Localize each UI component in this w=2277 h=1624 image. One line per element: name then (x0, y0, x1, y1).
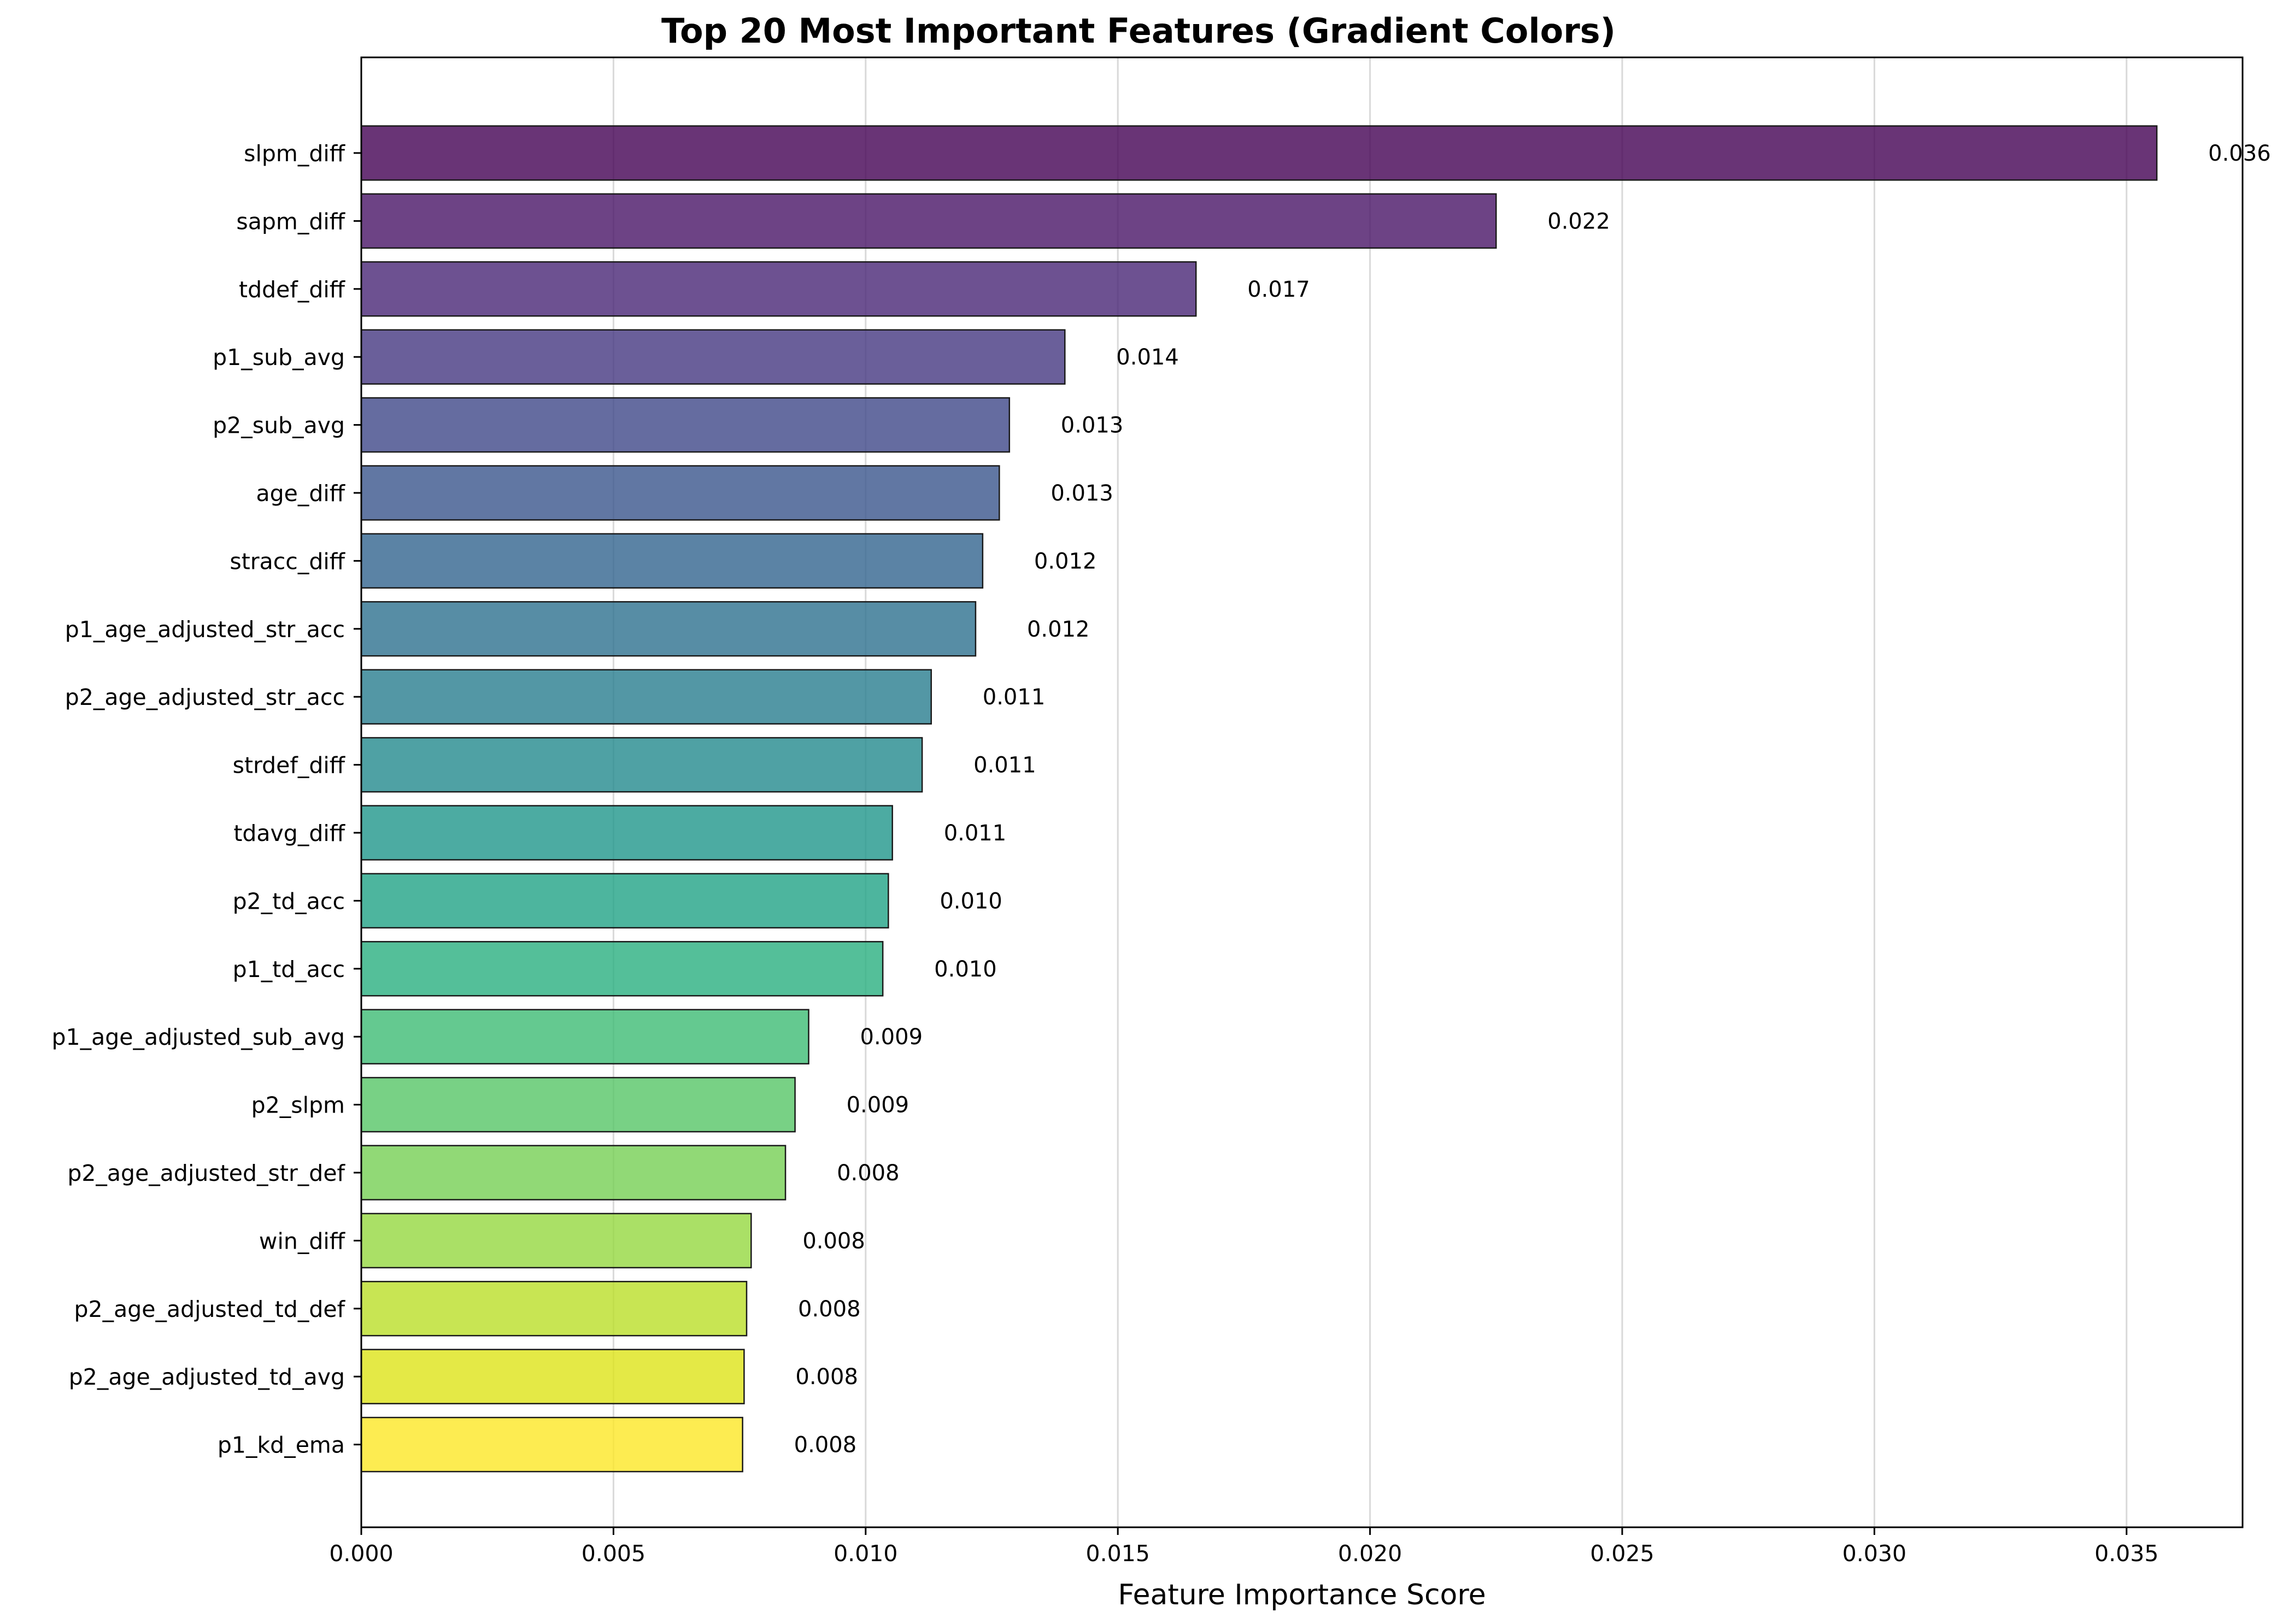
y-tick-label: p2_age_adjusted_td_def (74, 1296, 346, 1322)
value-label: 0.008 (795, 1364, 858, 1390)
bar-p2-td-acc (360, 873, 889, 929)
value-label: 0.010 (934, 957, 997, 982)
value-label: 0.008 (837, 1161, 900, 1186)
x-tick-label: 0.015 (1085, 1540, 1149, 1567)
value-label: 0.010 (940, 889, 1002, 914)
value-labels: 0.036 0.022 0.017 0.014 0.013 0.013 0.012 0.012… (794, 141, 2271, 1458)
y-tick-label: p2_age_adjusted_str_acc (65, 684, 345, 710)
value-label: 0.008 (802, 1228, 865, 1254)
value-label: 0.011 (973, 753, 1036, 778)
x-tick-label: 0.005 (582, 1540, 645, 1567)
value-label: 0.008 (794, 1433, 857, 1458)
value-label: 0.013 (1061, 413, 1124, 438)
bar-tddef-diff (360, 261, 1197, 317)
y-tick-label: sapm_diff (236, 208, 345, 234)
value-label: 0.013 (1051, 481, 1113, 506)
x-axis-ticks: 0.000 0.005 0.010 0.015 0.020 0.025 0.030 0.035 (329, 1527, 2158, 1567)
y-tick-label: age_diff (256, 480, 345, 507)
x-tick-label: 0.030 (1842, 1540, 1906, 1567)
value-label: 0.017 (1247, 277, 1310, 302)
bar-p2-age-adjusted-str-def (360, 1145, 787, 1201)
y-axis-ticks: slpm_diff sapm_diff tddef_diff p1_sub_avg p2… (52, 140, 361, 1458)
y-tick-label: p2_age_adjusted_td_avg (69, 1364, 345, 1390)
value-label: 0.009 (847, 1093, 909, 1118)
value-label: 0.011 (944, 821, 1007, 846)
x-tick-label: 0.000 (329, 1540, 393, 1567)
x-tick-label: 0.025 (1590, 1540, 1654, 1567)
value-label: 0.012 (1034, 549, 1097, 574)
y-tick-label: p1_age_adjusted_str_acc (65, 616, 345, 643)
bar-p1-sub-avg (360, 329, 1066, 385)
bar-p2-sub-avg (360, 397, 1011, 453)
x-tick-label: 0.010 (834, 1540, 897, 1567)
value-label: 0.011 (983, 685, 1046, 710)
plot-frame (360, 56, 2244, 1528)
bar-strdef-diff (360, 737, 923, 793)
value-label: 0.022 (1547, 209, 1610, 234)
value-label: 0.012 (1027, 617, 1090, 642)
x-tick-label: 0.035 (2094, 1540, 2158, 1567)
bar-tdavg-diff (360, 805, 893, 861)
chart-title: Top 20 Most Important Features (Gradient… (661, 11, 1616, 51)
y-tick-label: slpm_diff (244, 140, 346, 167)
bar-p2-age-adjusted-td-def (360, 1281, 748, 1337)
bar-win-diff (360, 1213, 752, 1269)
bar-slpm-diff (360, 125, 2158, 181)
bar-stracc-diff (360, 533, 984, 589)
y-tick-label: p1_td_acc (233, 956, 345, 982)
bars (360, 125, 2158, 1473)
bar-p2-slpm (360, 1076, 796, 1133)
y-tick-label: p1_kd_ema (218, 1432, 345, 1458)
value-label: 0.008 (798, 1297, 861, 1322)
bar-p2-age-adjusted-str-acc (360, 669, 932, 725)
value-label: 0.014 (1116, 345, 1179, 370)
y-tick-label: p1_sub_avg (213, 344, 345, 370)
y-tick-label: strdef_diff (233, 752, 346, 779)
bar-p2-age-adjusted-td-avg (360, 1349, 745, 1404)
x-axis-title: Feature Importance Score (1118, 1579, 1486, 1611)
y-tick-label: tdavg_diff (233, 820, 345, 846)
bar-sapm-diff (360, 193, 1497, 249)
value-label: 0.009 (860, 1025, 923, 1050)
x-tick-label: 0.020 (1338, 1540, 1402, 1567)
bar-p1-td-acc (360, 941, 884, 997)
y-tick-label: stracc_diff (230, 548, 345, 574)
y-tick-label: p1_age_adjusted_sub_avg (52, 1024, 345, 1050)
y-tick-label: p2_age_adjusted_str_def (67, 1160, 345, 1186)
y-tick-label: p2_sub_avg (213, 413, 345, 439)
bar-p1-age-adjusted-sub-avg (360, 1009, 809, 1064)
y-tick-label: p2_td_acc (233, 888, 345, 914)
bar-p1-kd-ema (360, 1416, 743, 1473)
y-tick-label: p2_slpm (251, 1092, 345, 1119)
value-label: 0.036 (2208, 141, 2271, 166)
y-tick-label: tddef_diff (239, 276, 346, 303)
bar-age-diff (360, 465, 1000, 521)
y-tick-label: win_diff (259, 1228, 346, 1254)
bar-p1-age-adjusted-str-acc (360, 601, 977, 657)
